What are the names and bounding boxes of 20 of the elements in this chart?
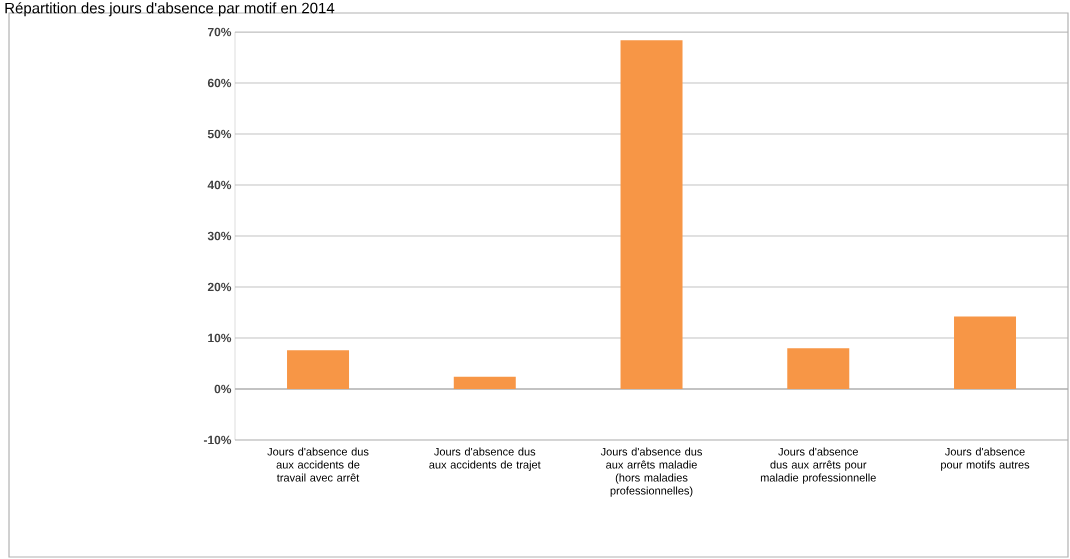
y-tick-label: -10% xyxy=(203,435,232,445)
x-tick-label: Jours d'absence dus aux arrêts pour maladie professionnelle xyxy=(760,447,876,484)
x-tick-label: Jours d'absence pour motifs autres xyxy=(941,447,1030,471)
y-tick-label: 10% xyxy=(208,333,232,343)
x-tick-label: Jours d'absence dus aux accidents de trajet xyxy=(429,447,541,471)
y-tick-label: 0% xyxy=(214,384,232,394)
bar xyxy=(787,348,850,389)
y-tick-label: 20% xyxy=(207,282,232,292)
bar xyxy=(954,316,1017,389)
chart-title: Répartition des jours d'absence par motif en 2014 xyxy=(5,2,335,17)
y-tick-label: 60% xyxy=(207,78,232,88)
y-tick-label: 50% xyxy=(207,129,232,139)
y-tick-label: 30% xyxy=(207,231,232,241)
x-tick-label: Jours d'absence dus aux arrêts maladie (hors maladies professionnelles) xyxy=(600,447,702,497)
bar xyxy=(453,376,516,389)
y-tick-label: 40% xyxy=(207,180,232,190)
bar xyxy=(287,350,350,389)
x-tick-label: Jours d'absence dus aux accidents de travail avec arrêt xyxy=(267,447,369,482)
y-tick-label: 70% xyxy=(207,27,232,37)
bar xyxy=(620,40,683,389)
